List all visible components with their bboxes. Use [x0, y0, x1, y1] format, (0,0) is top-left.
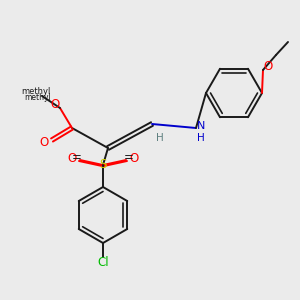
Text: N: N	[197, 121, 205, 131]
Text: H: H	[197, 133, 205, 143]
Text: Cl: Cl	[97, 256, 109, 269]
Text: O: O	[129, 152, 139, 164]
Text: =: =	[72, 152, 82, 164]
Text: S: S	[99, 158, 107, 172]
Text: O: O	[263, 61, 273, 74]
Text: O: O	[39, 136, 49, 148]
Text: methyl: methyl	[25, 92, 51, 101]
Text: =: =	[124, 152, 134, 164]
Text: H: H	[156, 133, 164, 143]
Text: O: O	[50, 98, 60, 110]
Text: methyl: methyl	[21, 88, 51, 97]
Text: O: O	[68, 152, 76, 164]
